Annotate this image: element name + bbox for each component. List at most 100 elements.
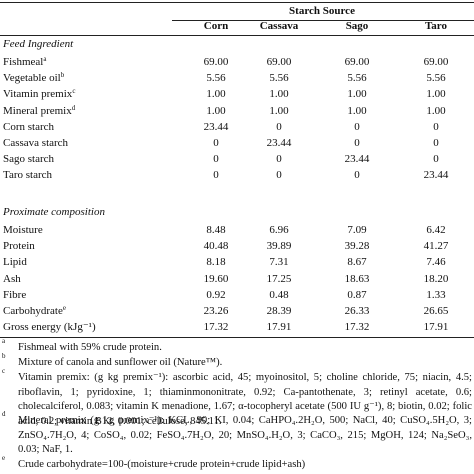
row-label: Moisture xyxy=(3,223,43,237)
cell: 23.44 xyxy=(203,120,229,133)
top-rule xyxy=(0,2,474,3)
row-label-text: Taro starch xyxy=(3,169,53,182)
row-label: Carbohydratee xyxy=(3,304,66,318)
cell: 0 xyxy=(433,137,439,149)
cell: 18.20 xyxy=(423,272,449,285)
cell: 5.56 xyxy=(269,72,289,85)
row-label-text: Sago starch xyxy=(3,153,55,166)
footnote-ref: b xyxy=(60,71,65,80)
cell: 0 xyxy=(354,120,360,133)
cell: 18.63 xyxy=(344,272,370,285)
section-title: Feed Ingredient xyxy=(3,38,74,50)
cell: 6.96 xyxy=(269,224,289,236)
cell: 6.42 xyxy=(426,224,446,236)
row-label-text: Ash xyxy=(3,272,21,285)
footnote-ref: c xyxy=(72,87,76,96)
cell: 23.26 xyxy=(203,305,229,317)
row-label: Fishmeala xyxy=(3,55,46,69)
cell: 23.44 xyxy=(423,169,449,182)
row-label: Ash xyxy=(3,272,21,286)
cell: 40.48 xyxy=(203,240,229,253)
footnote: e Crude carbohydrate=100-(moisture+crude … xyxy=(0,455,472,473)
cell: 8.67 xyxy=(347,256,367,269)
footnote-text: Crude carbohydrate=100-(moisture+crude p… xyxy=(18,459,306,470)
cell: 1.33 xyxy=(426,288,446,301)
row-label-text: Vegetable oil xyxy=(3,72,61,85)
column-header: Corn xyxy=(203,20,229,32)
cell: 7.09 xyxy=(347,224,367,236)
cell: 17.91 xyxy=(423,321,449,334)
cell: 0 xyxy=(354,169,360,182)
row-label-text: Fishmeal xyxy=(3,56,44,68)
cell: 1.00 xyxy=(347,88,367,101)
cell: 5.56 xyxy=(347,72,367,85)
cell: 26.65 xyxy=(423,305,449,317)
row-label-text: Moisture xyxy=(3,224,43,236)
row-label-text: Cassava starch xyxy=(3,137,69,149)
footnote: c Vitamin premix: (g kg premix⁻¹): ascorb… xyxy=(0,368,472,429)
row-label: Gross energy (kJg⁻¹) xyxy=(3,320,96,334)
cell: 0 xyxy=(213,153,219,166)
footnote: d Mineral premix (g kg premix⁻¹): KCL, 90… xyxy=(0,411,472,458)
cell: 23.44 xyxy=(344,153,370,166)
footnote-text: Mixture of canola and sunflower oil (Nat… xyxy=(18,357,223,368)
footnote: b Mixture of canola and sunflower oil (Na… xyxy=(0,353,472,371)
cell: 0.87 xyxy=(347,288,367,301)
row-label: Fibre xyxy=(3,288,26,302)
group-header: Starch Source xyxy=(289,5,355,17)
cell: 39.28 xyxy=(344,240,370,253)
row-label: Cassava starch xyxy=(3,136,68,150)
footnote-ref: e xyxy=(62,304,66,312)
cell: 1.00 xyxy=(426,88,446,101)
cell: 0 xyxy=(433,153,439,166)
cell: 0.48 xyxy=(269,288,289,301)
row-label: Sago starch xyxy=(3,152,54,166)
cell: 69.00 xyxy=(203,56,229,68)
cell: 1.00 xyxy=(206,88,226,101)
footnote: a Fishmeal with 59% crude protein. xyxy=(0,338,472,356)
cell: 1.00 xyxy=(269,104,289,117)
cell: 0 xyxy=(213,169,219,182)
column-header: Cassava xyxy=(259,20,299,32)
cell: 7.31 xyxy=(269,256,289,269)
bottom-rule xyxy=(0,337,474,338)
row-label-text: Fibre xyxy=(3,288,27,301)
cell: 69.00 xyxy=(423,56,449,68)
cell: 1.00 xyxy=(206,104,226,117)
cell: 19.60 xyxy=(203,272,229,285)
row-label: Protein xyxy=(3,239,35,253)
footnote-ref: d xyxy=(71,103,76,112)
row-label: Vitamin premixc xyxy=(3,87,75,101)
cell: 8.18 xyxy=(206,256,226,269)
cell: 28.39 xyxy=(266,305,292,317)
cell: 17.32 xyxy=(344,321,370,334)
cell: 5.56 xyxy=(426,72,446,85)
cell: 26.33 xyxy=(344,305,370,317)
footnote-text: Mineral premix (g kg premix⁻¹): KCL, 90;… xyxy=(18,415,472,456)
column-header: Taro xyxy=(424,20,447,32)
cell: 1.00 xyxy=(269,88,289,101)
row-label-text: Carbohydrate xyxy=(3,305,63,317)
cell: 69.00 xyxy=(266,56,292,68)
cell: 69.00 xyxy=(344,56,370,68)
cell: 17.32 xyxy=(203,321,229,334)
header-rule xyxy=(0,35,474,36)
cell: 41.27 xyxy=(423,240,449,253)
row-label: Vegetable oilb xyxy=(3,71,64,85)
row-label: Corn starch xyxy=(3,120,54,134)
cell: 7.46 xyxy=(426,256,446,269)
row-label-text: Protein xyxy=(3,240,35,253)
column-header: Sago xyxy=(345,20,369,32)
cell: 8.48 xyxy=(206,224,226,236)
row-label-text: Vitamin premix xyxy=(3,88,73,101)
row-label: Taro starch xyxy=(3,168,52,182)
cell: 5.56 xyxy=(206,72,226,85)
cell: 17.25 xyxy=(266,272,292,285)
row-label-text: Mineral premix xyxy=(3,104,72,117)
cell: 0 xyxy=(276,153,282,166)
row-label: Lipid xyxy=(3,255,27,269)
cell: 0 xyxy=(354,137,360,149)
cell: 0.92 xyxy=(206,288,226,301)
footnote-text: Vitamin premix: (g kg premix⁻¹): ascorbi… xyxy=(18,372,472,427)
